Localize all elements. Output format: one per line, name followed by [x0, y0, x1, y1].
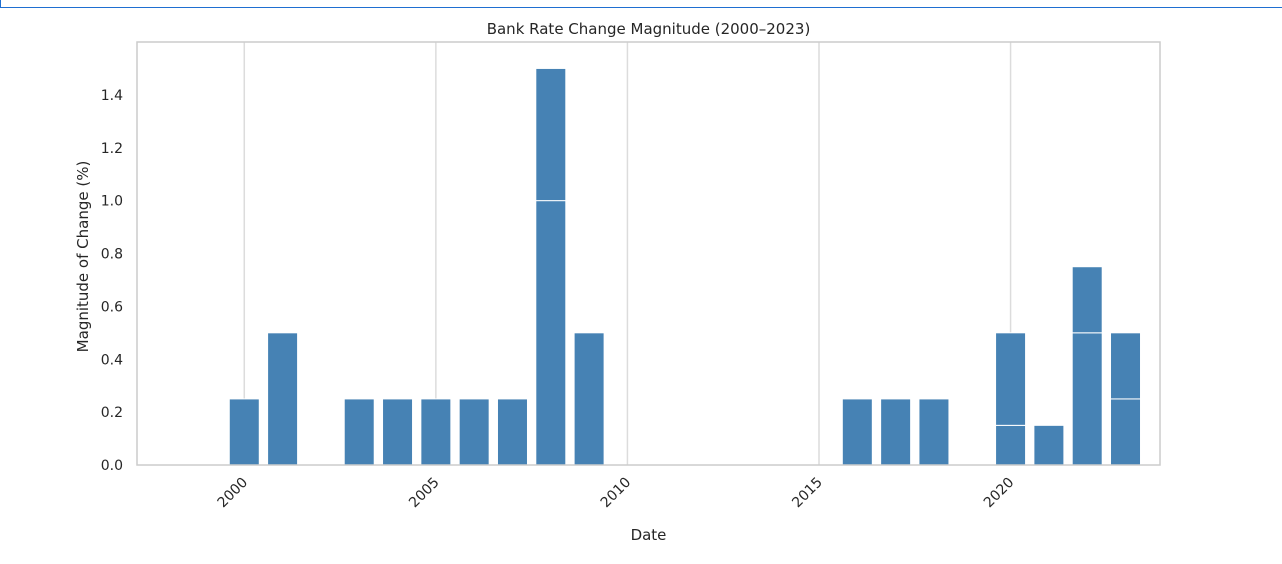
bars-layer: [228, 67, 1142, 466]
x-tick-label: 2010: [598, 475, 635, 512]
chart-title: Bank Rate Change Magnitude (2000–2023): [487, 20, 811, 38]
y-tick-label: 0.0: [101, 458, 123, 474]
plot-frame: [136, 41, 1161, 466]
bar-segment-2001: [267, 332, 299, 466]
bar-segment-2016: [841, 398, 873, 466]
y-axis-label: Magnitude of Change (%): [74, 161, 92, 353]
bar-segment-2017: [880, 398, 912, 466]
x-axis-label: Date: [631, 526, 667, 544]
y-tick-label: 0.6: [101, 299, 123, 315]
bar-segment-2008: [535, 67, 567, 202]
bar-segment-2000: [228, 398, 260, 466]
y-tick-label: 1.2: [101, 141, 123, 157]
bar-segment-2009: [573, 332, 605, 466]
bar-segment-2008: [535, 200, 567, 466]
bar-segment-2022: [1071, 266, 1103, 334]
x-tick-label: 2015: [789, 475, 826, 512]
x-tick-label: 2020: [981, 475, 1018, 512]
bar-segment-2020: [995, 424, 1027, 466]
y-tick-label: 0.4: [101, 352, 123, 368]
y-tick-label: 0.2: [101, 405, 123, 421]
x-tick-label: 2000: [215, 475, 252, 512]
bar-segment-2007: [496, 398, 528, 466]
y-tick-label: 1.4: [101, 88, 123, 104]
bar-segment-2003: [343, 398, 375, 466]
bar-segment-2004: [382, 398, 414, 466]
bar-segment-2005: [420, 398, 452, 466]
bar-segment-2023: [1110, 332, 1142, 400]
x-tick-label: 2005: [406, 475, 443, 512]
bar-segment-2020: [995, 332, 1027, 426]
y-tick-label: 1.0: [101, 194, 123, 210]
y-tick-label: 0.8: [101, 247, 123, 263]
bar-segment-2006: [458, 398, 490, 466]
bar-segment-2023: [1110, 398, 1142, 466]
window-top-border: [0, 0, 1282, 8]
bar-segment-2021: [1033, 424, 1065, 466]
bar-segment-2018: [918, 398, 950, 466]
bar-segment-2022: [1071, 332, 1103, 466]
